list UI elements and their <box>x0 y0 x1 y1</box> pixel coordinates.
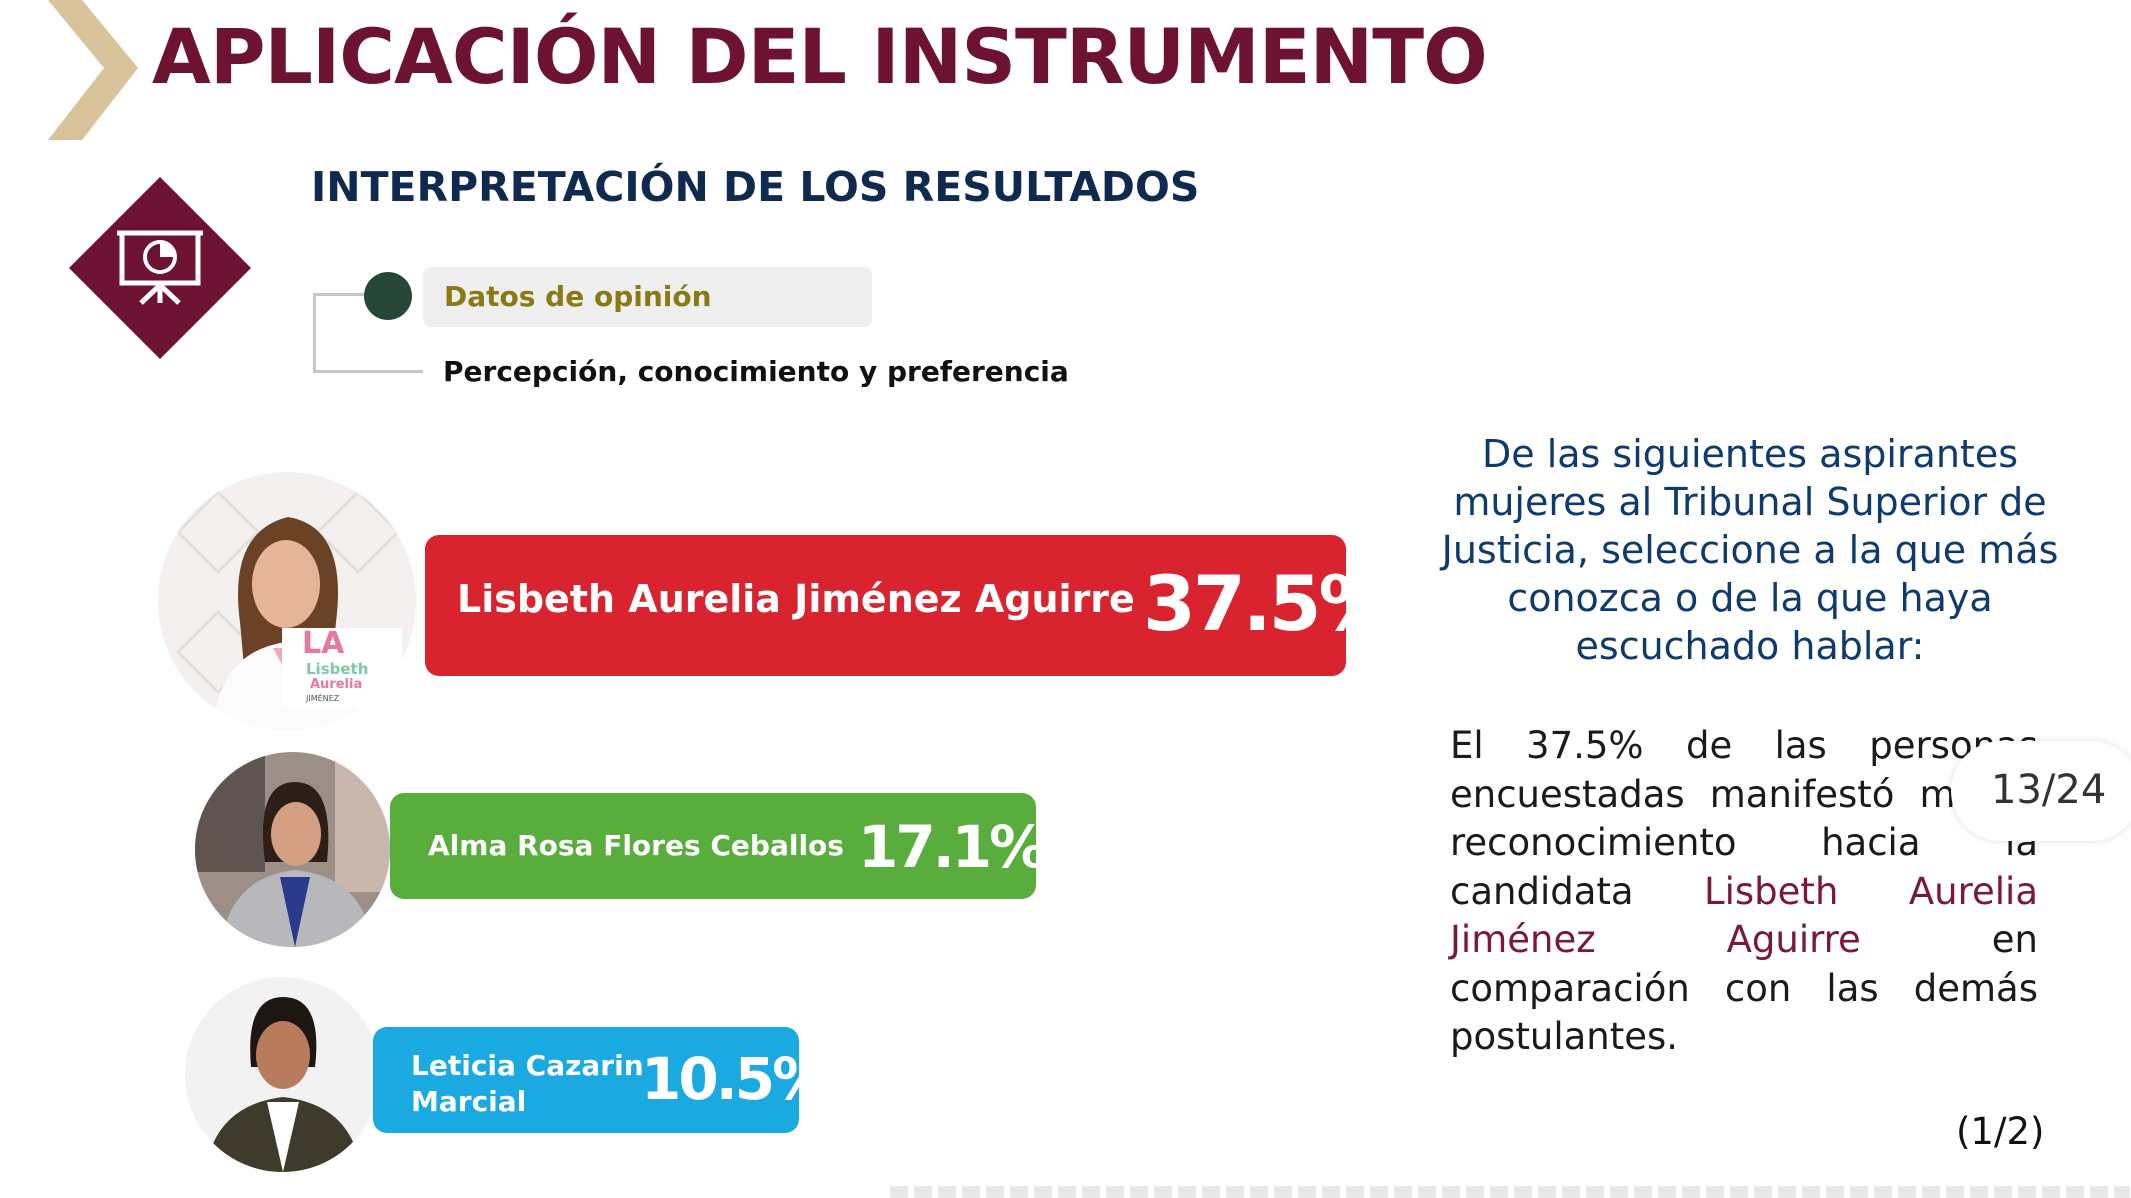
result-text: El 37.5% de las personas encuestadas man… <box>1450 724 2038 913</box>
candidate-photo <box>195 752 390 947</box>
chevron-right-icon <box>48 0 138 140</box>
connector-line <box>313 293 316 373</box>
candidate-logo: LA Lisbeth Aurelia JIMÉNEZ <box>282 628 402 708</box>
page-counter-badge[interactable]: 13/24 <box>1951 741 2131 841</box>
logo-name: Aurelia <box>310 677 363 692</box>
percent-label: 10.5% <box>641 1045 830 1113</box>
subcategory-label: Percepción, conocimiento y preferencia <box>443 355 1069 388</box>
footer-text-fragment <box>890 1186 2130 1198</box>
section-title: INTERPRETACIÓN DE LOS RESULTADOS <box>311 163 1200 211</box>
bullet-dot-icon <box>364 272 412 320</box>
result-text: en comparación con las demás postulantes… <box>1450 918 2038 1058</box>
page-title: APLICACIÓN DEL INSTRUMENTO <box>152 12 1488 101</box>
connector-line <box>313 293 368 296</box>
presentation-chart-icon <box>69 177 251 359</box>
survey-question: De las siguientes aspirantes mujeres al … <box>1441 432 2059 668</box>
percent-label: 17.1% <box>858 813 1047 881</box>
page-counter: 13/24 <box>1991 767 2107 813</box>
result-paragraph: El 37.5% de las personas encuestadas man… <box>1450 722 2038 1062</box>
result-bar: Lisbeth Aurelia Jiménez Aguirre 37.5% <box>425 535 1395 676</box>
slide-part-indicator: (1/2) <box>1956 1110 2045 1153</box>
result-bar: Alma Rosa Flores Ceballos 17.1% <box>390 793 1047 899</box>
candidate-name: Alma Rosa Flores Ceballos <box>428 829 844 862</box>
result-bar: Leticia Cazarin Marcial 10.5% <box>373 1027 830 1133</box>
candidate-name-line2: Marcial <box>411 1085 527 1118</box>
candidate-photo <box>185 977 380 1172</box>
candidate-name: Lisbeth Aurelia Jiménez Aguirre <box>457 577 1135 621</box>
candidate-name: Leticia Cazarin <box>411 1049 644 1082</box>
percent-label: 37.5% <box>1143 559 1395 648</box>
connector-line <box>313 370 423 373</box>
logo-name: JIMÉNEZ <box>306 694 340 703</box>
highlighted-candidate: Lisbeth Aurelia Jiménez Aguirre <box>1450 869 2038 962</box>
logo-name: Lisbeth <box>306 660 369 678</box>
category-label: Datos de opinión <box>444 280 712 313</box>
category-pill: Datos de opinión <box>423 267 872 327</box>
logo-initials: LA <box>302 628 345 661</box>
